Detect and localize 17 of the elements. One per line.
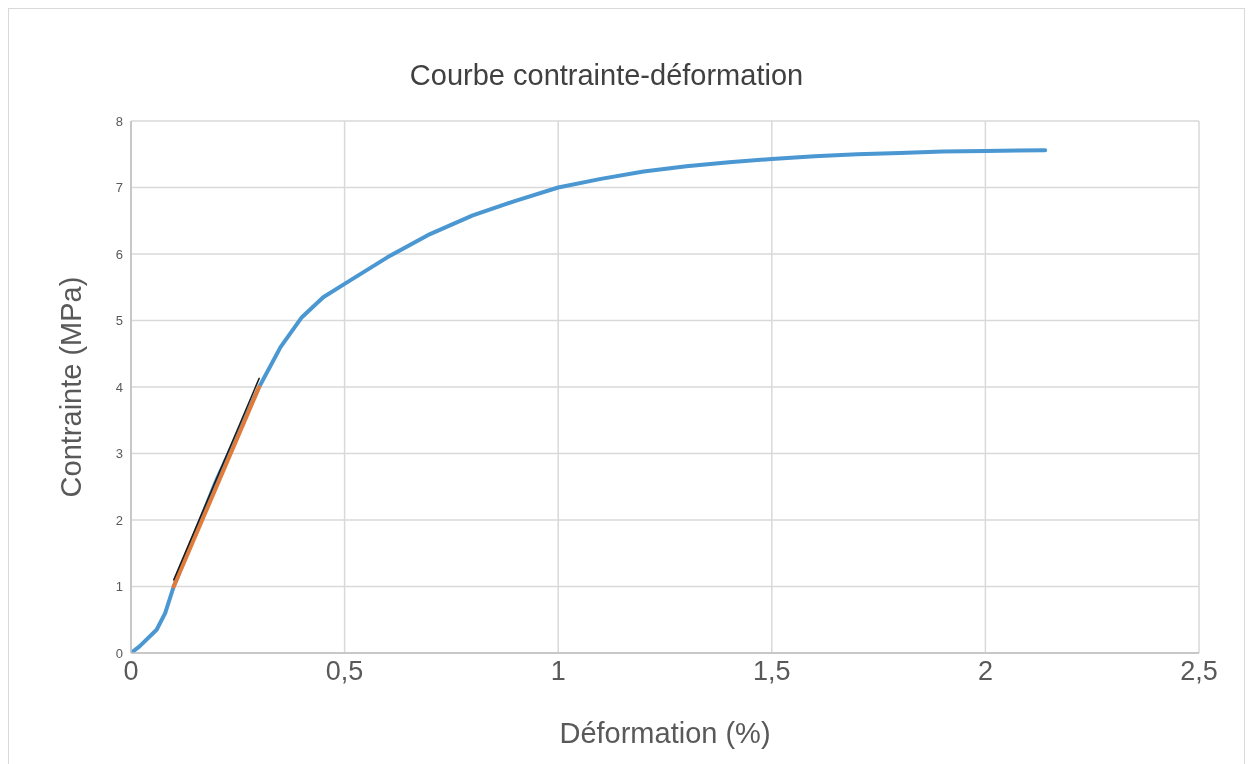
x-tick-label: 2,5 [1180,656,1218,687]
y-tick-label: 3 [115,446,123,462]
y-tick-label: 1 [115,579,123,595]
y-tick-label: 8 [115,113,123,129]
y-tick-label: 6 [115,246,123,262]
x-axis-title: Déformation (%) [559,717,771,749]
y-axis-title: Contrainte (MPa) [55,276,88,498]
x-tick-label: 0,5 [325,656,364,687]
x-tick-label: 2 [977,656,993,687]
y-tick-label: 2 [115,512,123,528]
y-tick-label: 5 [115,313,123,329]
x-tick-label: 1 [550,656,566,687]
x-tick-label: 1,5 [753,656,791,687]
y-tick-label: 4 [115,379,123,395]
y-tick-label: 0 [115,645,123,661]
y-tick-label: 7 [115,180,123,196]
chart-title: Courbe contrainte-déformation [408,59,805,92]
